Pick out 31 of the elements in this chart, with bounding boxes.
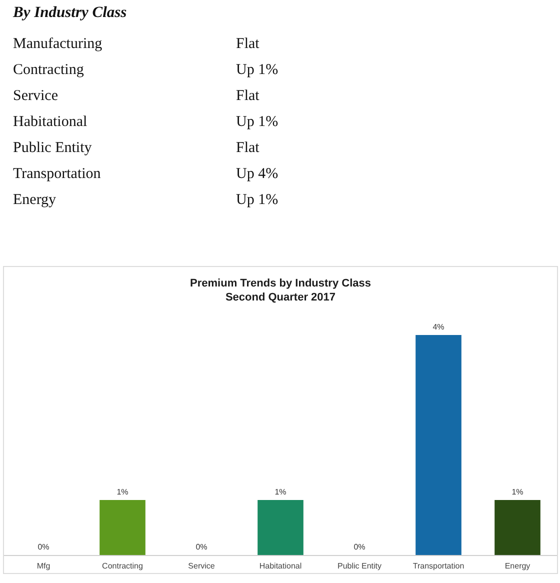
x-tick-label: Mfg bbox=[36, 562, 50, 570]
text: Transportation bbox=[13, 165, 102, 184]
text: Manufacturing bbox=[13, 35, 104, 54]
text: Habitational bbox=[13, 113, 88, 132]
data-label: 1% bbox=[116, 488, 128, 496]
x-tick-label: Service bbox=[188, 562, 216, 570]
text: Up 1% bbox=[236, 61, 278, 80]
data-label: 1% bbox=[512, 488, 524, 496]
text: Public Entity bbox=[13, 139, 93, 158]
text: Flat bbox=[236, 87, 260, 106]
chart-subtitle: Second Quarter 2017 bbox=[225, 292, 336, 304]
text: Service bbox=[13, 87, 59, 106]
text: Up 1% bbox=[236, 191, 278, 210]
x-tick-label: Transportation bbox=[412, 562, 464, 570]
text: Contracting bbox=[13, 61, 85, 80]
data-label: 0% bbox=[196, 542, 208, 552]
x-tick-label: Energy bbox=[504, 562, 530, 570]
x-tick-label: Contracting bbox=[102, 562, 143, 570]
x-tick-label: Habitational bbox=[259, 562, 302, 570]
data-label: 0% bbox=[38, 542, 50, 552]
text: Flat bbox=[236, 35, 260, 54]
text: By Industry Class bbox=[13, 4, 127, 22]
text: Up 1% bbox=[236, 113, 278, 132]
data-label: 1% bbox=[274, 488, 286, 496]
chart-title: Premium Trends by Industry Class bbox=[190, 278, 371, 290]
data-label: 0% bbox=[354, 542, 366, 552]
data-label: 4% bbox=[432, 322, 444, 332]
text: Up 4% bbox=[236, 165, 278, 184]
text: Energy bbox=[13, 191, 58, 210]
x-tick-label: Public Entity bbox=[337, 562, 382, 570]
text: Flat bbox=[236, 139, 260, 158]
